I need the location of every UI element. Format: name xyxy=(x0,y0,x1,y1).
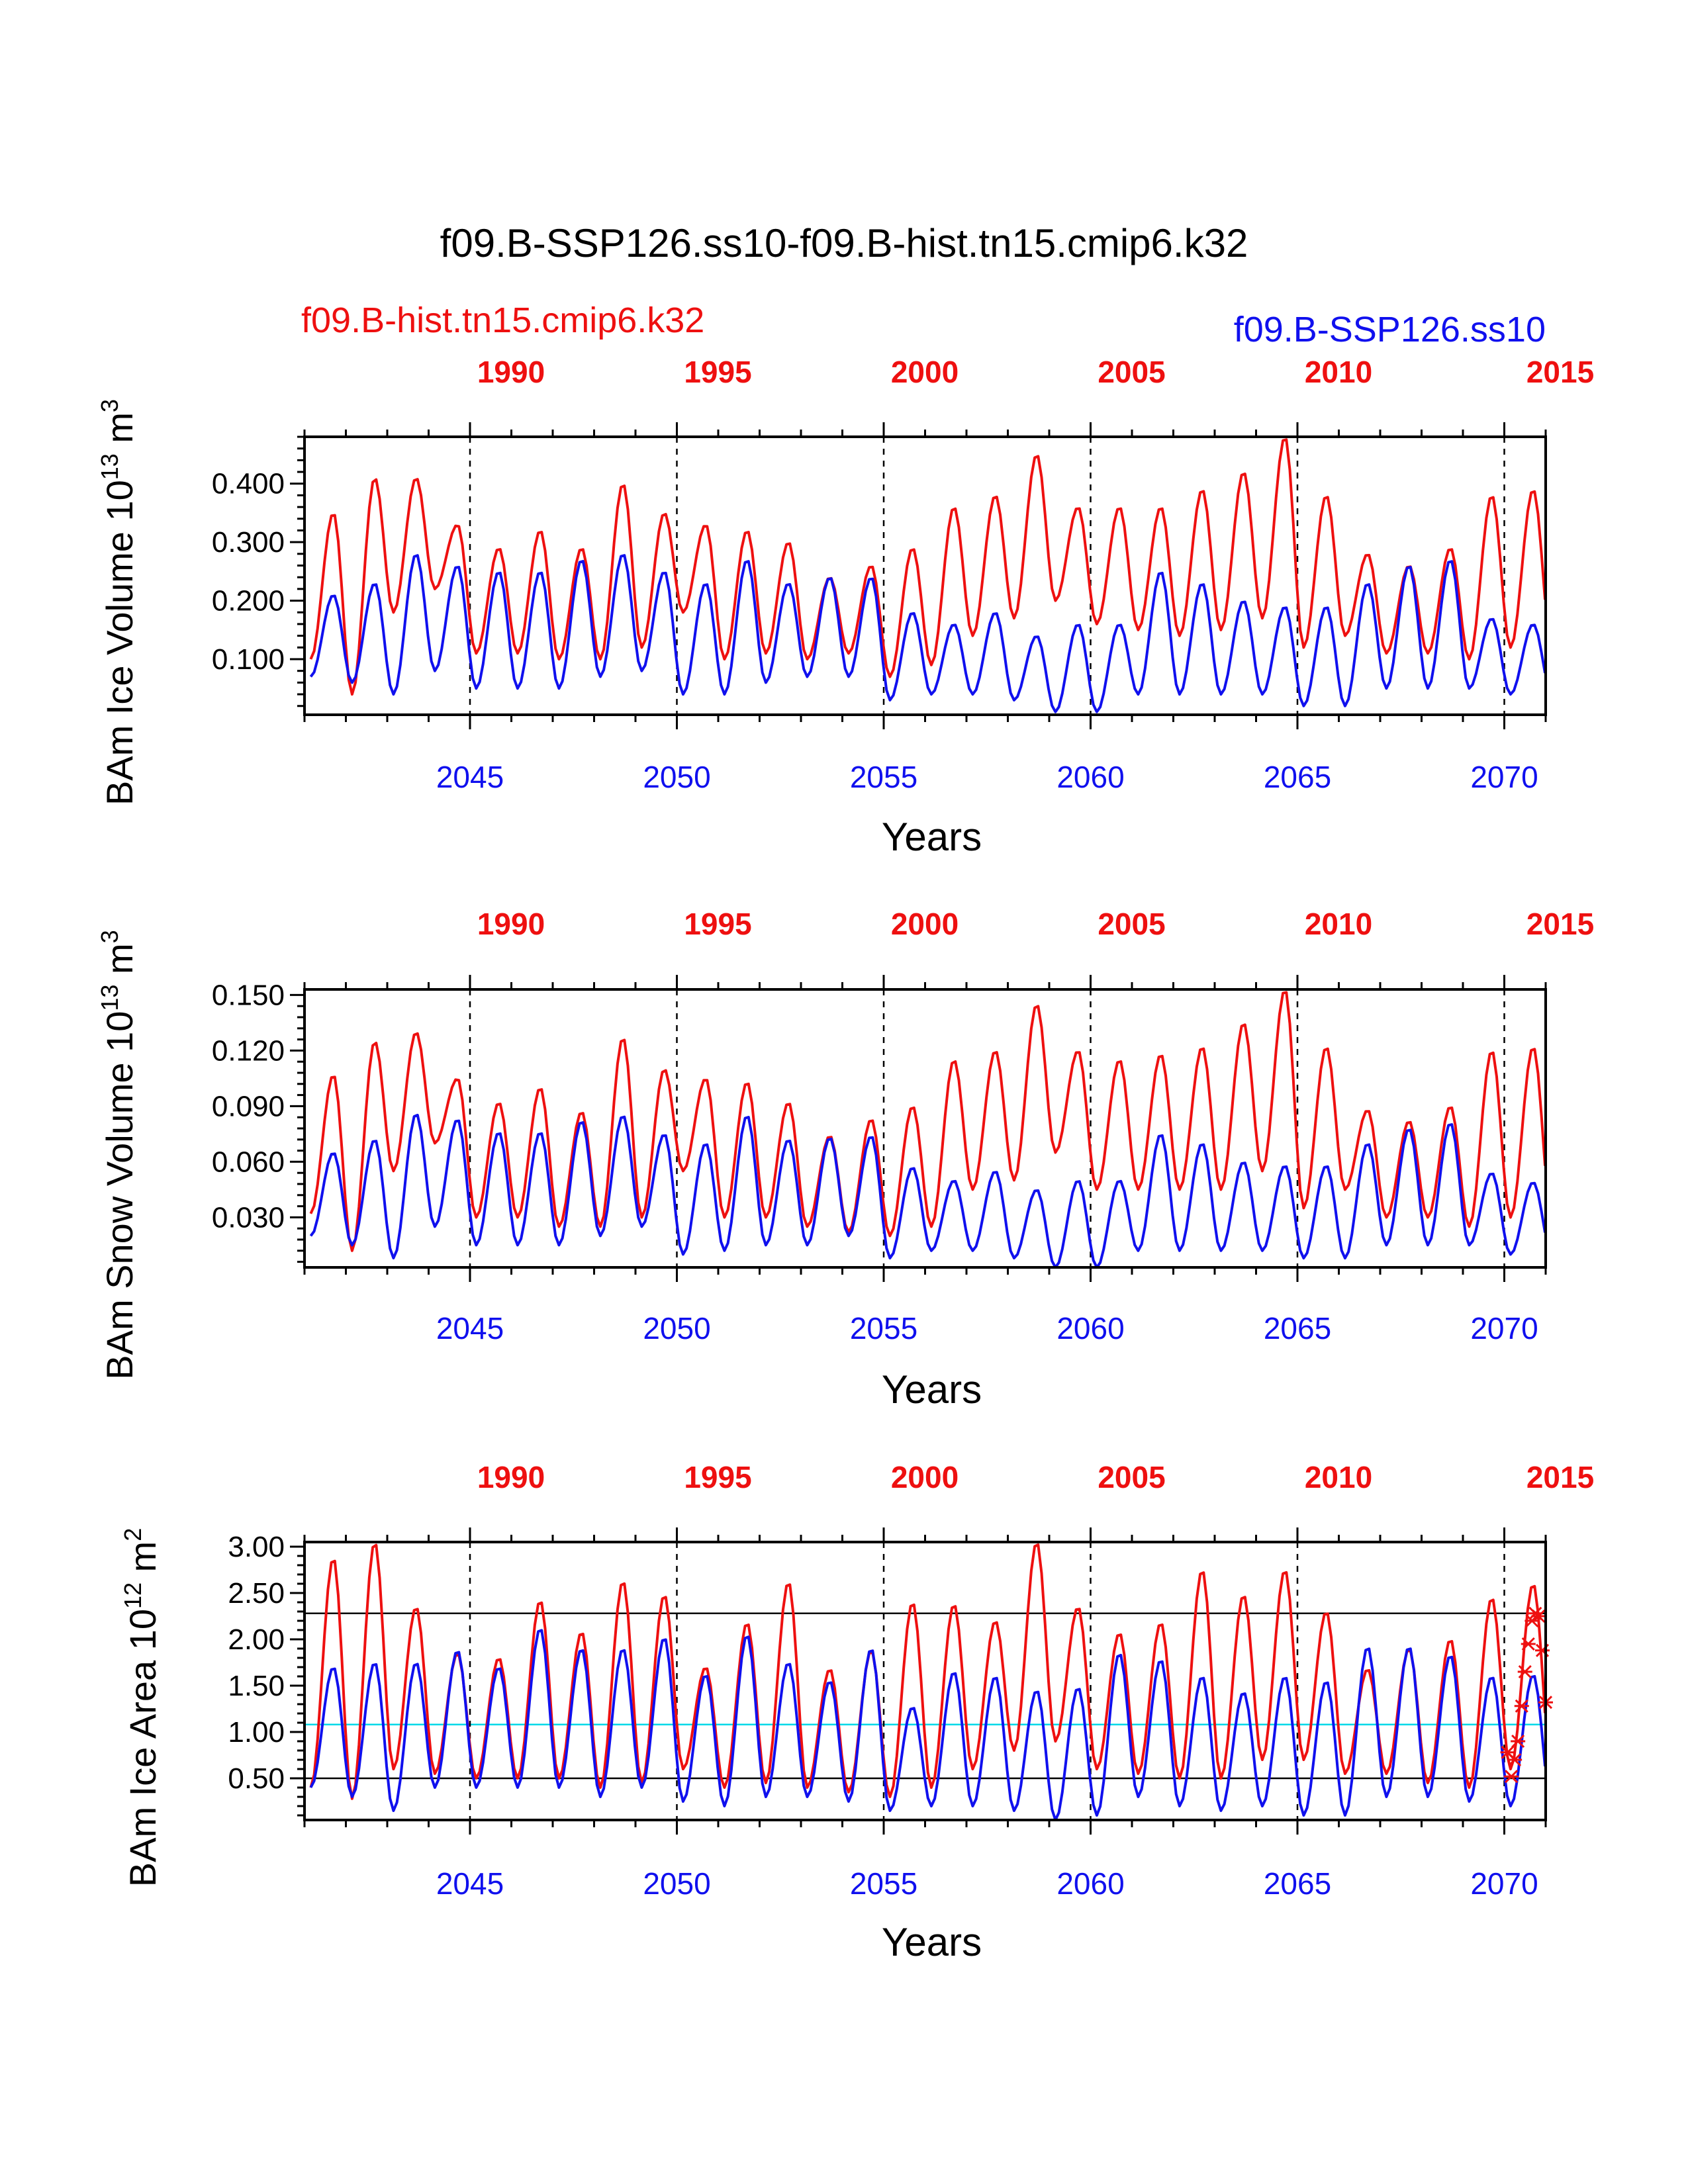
y-axis-title-unit: m xyxy=(99,943,140,984)
y-tick-label: 2.50 xyxy=(228,1577,285,1610)
y-axis-title-unit: m xyxy=(122,1541,164,1582)
series-line-ref xyxy=(309,991,1546,1252)
x-bottom-tick-label: 2060 xyxy=(1056,760,1124,794)
x-bottom-tick-label: 2060 xyxy=(1056,1311,1124,1345)
x-bottom-tick-label: 2065 xyxy=(1264,1866,1331,1901)
y-axis-title: BAm Ice Volume 1013 m3 xyxy=(96,399,140,805)
y-tick-label: 0.090 xyxy=(212,1090,285,1122)
y-axis-title: BAm Snow Volume 1013 m3 xyxy=(96,930,140,1379)
series-line-ref xyxy=(309,1543,1546,1800)
y-axis-title-unit: m xyxy=(99,412,140,453)
y-axis-title-main: BAm Snow Volume 10 xyxy=(99,1011,140,1380)
y-tick-label: 1.50 xyxy=(228,1670,285,1702)
x-bottom-tick-label: 2055 xyxy=(850,1866,917,1901)
marker-1 xyxy=(1504,1770,1519,1784)
y-axis-title-exp: 12 xyxy=(119,1582,146,1609)
x-top-tick-label: 2000 xyxy=(891,907,959,941)
x-bottom-tick-label: 2045 xyxy=(436,760,504,794)
x-top-tick-label: 2015 xyxy=(1526,1460,1594,1494)
x-bottom-tick-label: 2045 xyxy=(436,1866,504,1901)
y-tick-label: 0.300 xyxy=(212,526,285,559)
marker-5 xyxy=(1517,1664,1532,1679)
marker-3 xyxy=(1511,1734,1526,1749)
x-top-tick-label: 2005 xyxy=(1098,907,1165,941)
case-new-label: f09.B-SSP126.ss10 xyxy=(1234,310,1546,349)
case-ref-label: f09.B-hist.tn15.cmip6.k32 xyxy=(301,300,704,340)
y-tick-label: 0.120 xyxy=(212,1034,285,1067)
y-tick-label: 0.50 xyxy=(228,1762,285,1795)
x-bottom-tick-label: 2065 xyxy=(1264,1311,1331,1345)
x-top-tick-label: 1990 xyxy=(477,1460,545,1494)
y-axis-title-unit-exp: 2 xyxy=(119,1528,146,1541)
y-axis-title: BAm Ice Area 1012 m2 xyxy=(119,1528,164,1888)
x-top-tick-label: 2000 xyxy=(891,355,959,389)
y-tick-label: 3.00 xyxy=(228,1531,285,1563)
y-tick-label: 0.100 xyxy=(212,643,285,676)
y-tick-label: 0.060 xyxy=(212,1146,285,1178)
x-top-tick-label: 2010 xyxy=(1305,355,1372,389)
x-top-tick-label: 1990 xyxy=(477,355,545,389)
x-top-tick-label: 2000 xyxy=(891,1460,959,1494)
x-bottom-tick-label: 2055 xyxy=(850,760,917,794)
y-axis-title-main: BAm Ice Area 10 xyxy=(122,1609,164,1887)
y-tick-label: 0.400 xyxy=(212,468,285,500)
x-top-tick-label: 2015 xyxy=(1526,355,1594,389)
figure-title: f09.B-SSP126.ss10-f09.B-hist.tn15.cmip6.… xyxy=(440,221,1248,265)
y-axis-title-unit-exp: 3 xyxy=(96,930,123,943)
y-tick-label: 2.00 xyxy=(228,1623,285,1656)
x-bottom-tick-label: 2045 xyxy=(436,1311,504,1345)
marker-2 xyxy=(1507,1752,1523,1767)
x-bottom-tick-label: 2065 xyxy=(1264,760,1331,794)
x-axis-title: Years xyxy=(882,1367,982,1412)
x-bottom-tick-label: 2060 xyxy=(1056,1866,1124,1901)
marker-9 xyxy=(1531,1609,1546,1623)
marker-6 xyxy=(1521,1637,1536,1651)
x-top-tick-label: 1995 xyxy=(684,1460,751,1494)
panel-ice-volume: 0.100 0.200 0.300 0.400 2045 2050 2055 2060 2065… xyxy=(96,355,1594,859)
series-line-ref xyxy=(309,438,1546,696)
y-axis-title-main: BAm Ice Volume 10 xyxy=(99,480,140,805)
series-line-new xyxy=(309,554,1546,713)
marker-4 xyxy=(1514,1699,1529,1713)
y-tick-label: 1.00 xyxy=(228,1716,285,1749)
y-axis-title-exp: 13 xyxy=(96,985,123,1011)
x-bottom-tick-label: 2070 xyxy=(1470,760,1538,794)
x-top-tick-label: 2005 xyxy=(1098,355,1165,389)
x-top-tick-label: 1995 xyxy=(684,907,751,941)
x-bottom-tick-label: 2050 xyxy=(643,760,710,794)
x-bottom-tick-label: 2070 xyxy=(1470,1866,1538,1901)
x-bottom-tick-label: 2055 xyxy=(850,1311,917,1345)
x-bottom-tick-label: 2050 xyxy=(643,1866,710,1901)
y-axis-title-exp: 13 xyxy=(96,453,123,480)
x-top-tick-label: 2005 xyxy=(1098,1460,1165,1494)
panel-snow-volume: 0.030 0.060 0.090 0.120 0.150 2045 2050 2055 206… xyxy=(96,907,1594,1412)
x-top-tick-label: 2010 xyxy=(1305,1460,1372,1494)
x-bottom-tick-label: 2050 xyxy=(643,1311,710,1345)
x-top-tick-label: 2010 xyxy=(1305,907,1372,941)
series-line-new xyxy=(309,1629,1546,1820)
y-axis-title-unit-exp: 3 xyxy=(96,399,123,412)
y-tick-label: 0.030 xyxy=(212,1201,285,1234)
y-tick-label: 0.150 xyxy=(212,979,285,1011)
x-top-tick-label: 2015 xyxy=(1526,907,1594,941)
series-line-new xyxy=(309,1113,1546,1267)
y-tick-label: 0.200 xyxy=(212,585,285,617)
x-axis-title: Years xyxy=(882,815,982,859)
panel-ice-area: 0.50 1.00 1.50 2.00 2.50 3.00 2045 2050 2055 2060… xyxy=(119,1460,1594,1964)
x-top-tick-label: 1990 xyxy=(477,907,545,941)
x-bottom-tick-label: 2070 xyxy=(1470,1311,1538,1345)
x-top-tick-label: 1995 xyxy=(684,355,751,389)
x-axis-title: Years xyxy=(882,1920,982,1964)
